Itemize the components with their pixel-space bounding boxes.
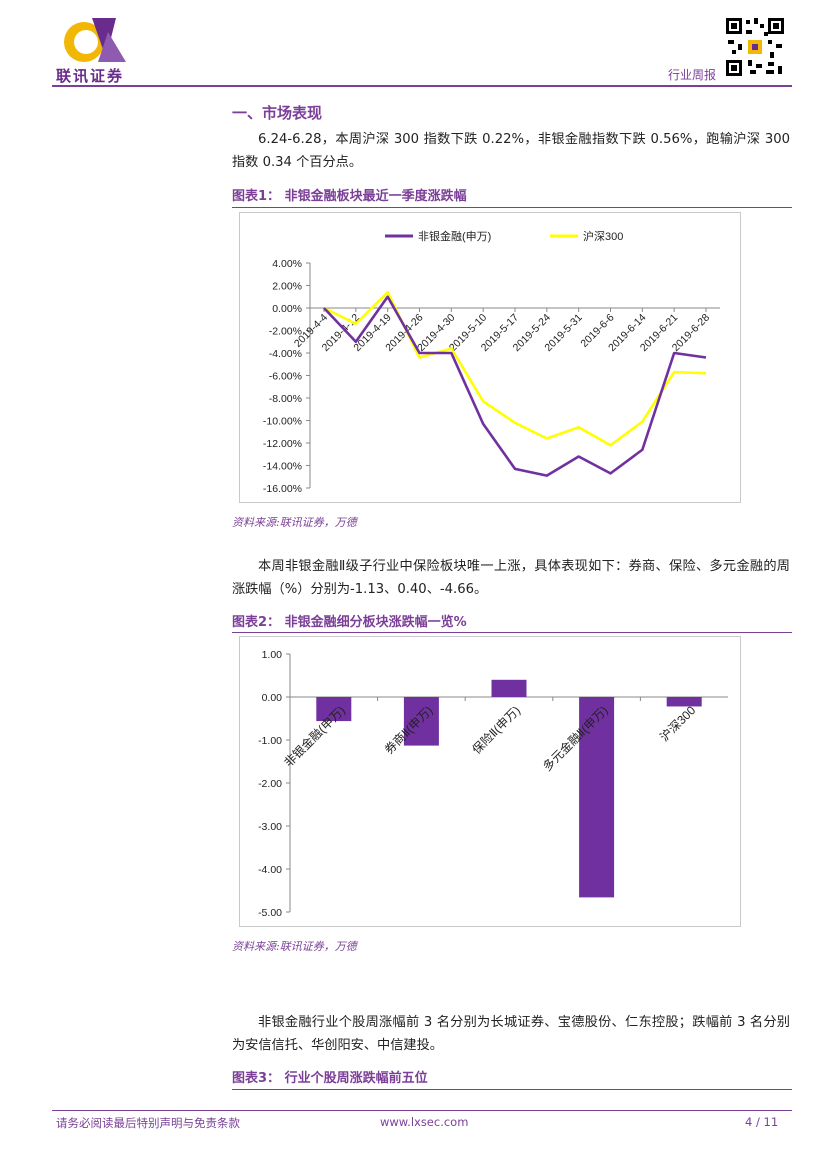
- figure-3-title: 图表3： 行业个股周涨跌幅前五位: [232, 1071, 428, 1086]
- line-chart: 非银金融(申万) 沪深300 4.00% 2.00% 0.00% -2.00% -4.00%…: [263, 229, 720, 495]
- bar-3: [579, 697, 615, 898]
- y-tick-label: -4.00: [258, 864, 282, 876]
- y-tick-label: -10.00%: [263, 416, 302, 428]
- y-tick-label: -3.00: [258, 821, 282, 833]
- y-tick-label: 2.00%: [272, 281, 302, 293]
- footer-website[interactable]: www.lxsec.com: [380, 1115, 469, 1129]
- logo-mark-icon: [64, 18, 126, 62]
- y-tick-label: -2.00%: [269, 326, 302, 338]
- y-tick-label: -6.00%: [269, 371, 302, 383]
- header-label: 行业周报: [668, 68, 717, 82]
- y-tick-label: -5.00: [258, 907, 282, 919]
- bar-1: [403, 697, 439, 746]
- y-tick-label: 0.00%: [272, 303, 302, 315]
- section-title: 一、市场表现: [232, 104, 323, 122]
- y-tick-label: -12.00%: [263, 438, 302, 450]
- y-tick-label: -8.00%: [269, 393, 302, 405]
- bar-0: [316, 697, 352, 722]
- figure-3-rule: [232, 1089, 792, 1090]
- line-chart-frame: 非银金融(申万) 沪深300 4.00% 2.00% 0.00% -2.00% -4.00%…: [239, 212, 741, 503]
- figure-1-title: 图表1： 非银金融板块最近一季度涨跌幅: [232, 189, 467, 204]
- y-tick-label: 4.00%: [272, 258, 302, 270]
- footer-disclaimer: 请务必阅读最后特别声明与免责条款: [56, 1116, 240, 1130]
- figure-1-source: 资料来源:联讯证券，万德: [232, 516, 357, 529]
- series-line-0: [323, 295, 707, 477]
- y-tick-label: 1.00: [262, 649, 283, 661]
- category-label: 沪深300: [657, 703, 698, 744]
- y-tick-label: -14.00%: [263, 461, 302, 473]
- logo: [56, 12, 128, 64]
- figure-2-source: 资料来源:联讯证券，万德: [232, 940, 357, 953]
- figure-2-title: 图表2： 非银金融细分板块涨跌幅一览%: [232, 615, 467, 630]
- y-tick-label: -2.00: [258, 778, 282, 790]
- bar-chart: 1.00 0.00 -1.00 -2.00 -3.00 -4.00 -5.00 非银金融(申万…: [258, 649, 728, 919]
- paragraph-1: 6.24-6.28，本周沪深 300 指数下跌 0.22%，非银金融指数下跌 0…: [232, 132, 790, 170]
- series-line-1: [323, 290, 707, 447]
- footer-rule: [52, 1110, 792, 1111]
- paragraph-2: 本周非银金融Ⅱ级子行业中保险板块唯一上涨，具体表现如下：券商、保险、多元金融的周…: [232, 559, 790, 597]
- legend-label-0: 非银金融(申万): [418, 229, 491, 243]
- category-label: 保险Ⅱ(申万): [469, 703, 523, 757]
- y-tick-label: -1.00: [258, 735, 282, 747]
- figure-2-rule: [232, 632, 792, 633]
- header: 联讯证券 行业周报: [0, 0, 827, 90]
- legend-label-1: 沪深300: [583, 229, 623, 243]
- y-tick-label: 0.00: [262, 692, 283, 704]
- bar-4: [666, 697, 702, 707]
- qr-code-icon: [724, 16, 786, 78]
- figure-1-rule: [232, 207, 792, 208]
- y-tick-label: -16.00%: [263, 483, 302, 495]
- category-label: 非银金融(申万): [281, 703, 348, 770]
- logo-text: 联讯证券: [56, 67, 125, 85]
- bar-2: [491, 679, 527, 697]
- paragraph-3: 非银金融行业个股周涨幅前 3 名分别为长城证券、宝德股份、仁东控股；跌幅前 3 …: [232, 1015, 790, 1053]
- bar-chart-frame: 1.00 0.00 -1.00 -2.00 -3.00 -4.00 -5.00 非银金融(申万…: [239, 636, 741, 927]
- y-tick-label: -4.00%: [269, 348, 302, 360]
- header-rule: [52, 85, 792, 87]
- footer-page-number: 4 / 11: [745, 1115, 779, 1129]
